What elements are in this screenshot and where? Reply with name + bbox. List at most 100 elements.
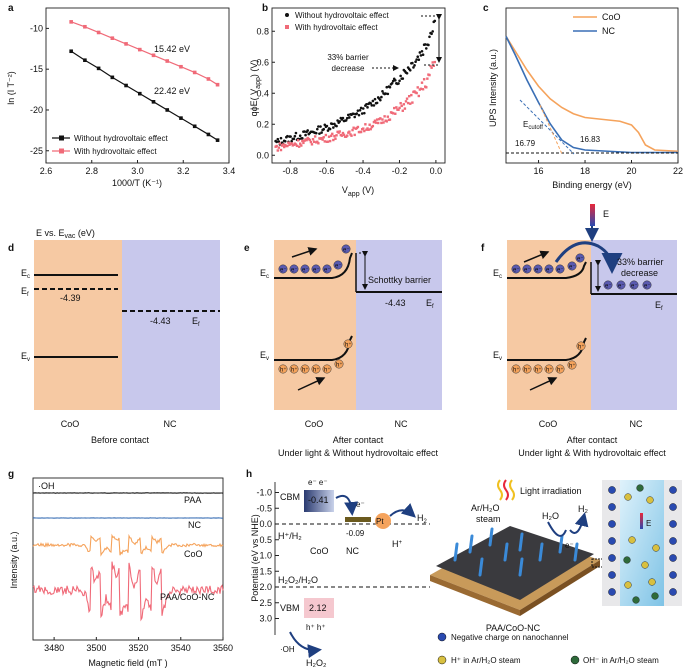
panel-h-steam-arrows <box>453 527 579 577</box>
panel-b-point <box>433 60 437 64</box>
panel-b-point <box>279 148 283 152</box>
panel-b: b -0.8 -0.6 -0.4 -0.2 0.0 0.0 0.2 0.4 0.6 0.8 Va… <box>249 3 446 198</box>
panel-b-point <box>350 134 353 137</box>
panel-f-electron <box>522 264 532 274</box>
panel-f-hole-arrow <box>529 377 558 391</box>
panel-e-carrier-label: e⁻ <box>324 268 331 274</box>
panel-f-carrier-label: e⁻ <box>513 268 520 274</box>
panel-b-point <box>405 97 409 100</box>
panel-b-point <box>360 112 364 115</box>
panel-b-point <box>406 101 410 105</box>
panel-e-hole <box>289 364 299 374</box>
panel-b-point <box>421 88 425 91</box>
panel-b-point <box>346 113 350 117</box>
panel-e-carrier-label: e⁻ <box>302 268 309 274</box>
panel-b-point <box>362 127 365 130</box>
panel-f-carrier-label: e⁻ <box>557 268 564 274</box>
panel-e-ef-label: Ef <box>426 298 434 310</box>
panel-h-inset-negative <box>669 520 677 528</box>
panel-f-carrier-label: h⁺ <box>557 367 564 374</box>
panel-b-point <box>359 130 363 134</box>
panel-c-fit-coo <box>539 104 563 155</box>
panel-h-inset-negative <box>669 486 677 494</box>
panel-b-point <box>418 51 422 54</box>
panel-b-point <box>282 145 286 149</box>
panel-h-inset-hplus <box>648 578 656 586</box>
panel-a-point <box>124 83 128 88</box>
panel-h-ytick-label: 3.0 <box>259 614 272 624</box>
panel-e-carrier-label: h⁺ <box>336 362 343 369</box>
panel-b-ytick-label: 0.8 <box>256 26 269 36</box>
panel-h-inset-negative <box>608 520 616 528</box>
panel-c-series <box>505 35 679 154</box>
panel-b-point <box>332 126 335 129</box>
panel-d-coo-label: CoO <box>61 419 80 429</box>
panel-a-xtick-label: 2.6 <box>40 166 53 176</box>
panel-b-xlabel: Vapp (V) <box>342 185 374 198</box>
panel-d-nc-label: NC <box>164 419 177 429</box>
panel-b-point <box>429 64 432 68</box>
panel-b-xtick-label: -0.2 <box>392 166 408 176</box>
panel-e-electron <box>322 264 332 274</box>
panel-f-efield-label: E <box>603 209 609 219</box>
panel-e-carrier-label: h⁺ <box>302 367 309 374</box>
panel-h-inset-hplus <box>652 544 660 552</box>
panel-h-steam-arrow <box>538 542 544 562</box>
panel-h-steam-arrow <box>558 534 564 554</box>
panel-b-point <box>363 111 366 115</box>
panel-b-point <box>345 116 349 120</box>
panel-b-point <box>384 92 387 95</box>
panel-h: h -1.0 -0.5 0.0 0.5 1.0 1.5 2.0 2.5 3.0 Potentia… <box>246 469 682 668</box>
panel-b-point <box>417 58 421 62</box>
panel-a-series-line-1 <box>70 21 218 86</box>
panel-b-point <box>286 144 289 148</box>
panel-b-point <box>310 143 314 146</box>
panel-f-carrier-label: e⁻ <box>618 284 625 290</box>
panel-a-point <box>192 70 197 75</box>
panel-b-point <box>366 127 369 130</box>
panel-b-point <box>417 94 421 98</box>
panel-b-point <box>432 64 435 67</box>
panel-f-ec-band <box>507 261 587 279</box>
panel-e-carrier-label: e⁻ <box>280 268 287 274</box>
panel-b-point <box>294 131 298 135</box>
panel-f-carrier-label: e⁻ <box>546 268 553 274</box>
panel-g-trace-3 <box>32 561 224 622</box>
panel-d-ef-label: Ef <box>21 286 29 298</box>
panel-b-point <box>279 136 283 140</box>
panel-d-coo-region <box>34 240 122 410</box>
panel-b-point <box>283 140 287 143</box>
panel-h-legend-item-1: H⁺ in Ar/H₂O steam <box>451 656 521 665</box>
panel-b-point <box>431 61 434 64</box>
panel-h-hplus: H+ <box>392 539 403 549</box>
panel-a-point <box>151 53 156 58</box>
panel-c-legend-item-1: NC <box>602 26 615 36</box>
panel-b-point <box>398 106 401 110</box>
panel-h-ytick-label: 2.5 <box>259 598 272 608</box>
panel-c-xticks: 16 18 20 22 <box>534 160 683 176</box>
panel-b-point <box>319 125 322 128</box>
panel-b-point <box>364 123 367 126</box>
panel-a-ytick-label: -20 <box>30 105 43 115</box>
panel-b-point <box>397 82 400 85</box>
panel-e-hole <box>311 364 321 374</box>
panel-b-point <box>375 101 379 105</box>
panel-d-ev-label: Ev <box>21 351 30 363</box>
panel-b-point <box>305 138 308 142</box>
panel-g-xtick-label: 3540 <box>171 643 191 653</box>
panel-b-point <box>317 125 320 128</box>
panel-b-ytick-label: 0.0 <box>256 150 269 160</box>
panel-a-point <box>165 108 170 112</box>
panel-b-point <box>397 108 400 112</box>
panel-e-carrier-label: e⁻ <box>313 268 320 274</box>
panel-f-efield-bar <box>590 204 595 226</box>
panel-b-point <box>367 128 370 131</box>
panel-b-point <box>408 69 412 72</box>
panel-b-point <box>290 142 293 145</box>
panel-h-ytick-label: -1.0 <box>256 488 272 498</box>
panel-e-carrier-label: h⁺ <box>313 367 320 374</box>
panel-h-inset-negative <box>608 486 616 494</box>
panel-a-point <box>69 20 73 24</box>
panel-h-steam-line1: Ar/H₂O <box>471 503 500 513</box>
